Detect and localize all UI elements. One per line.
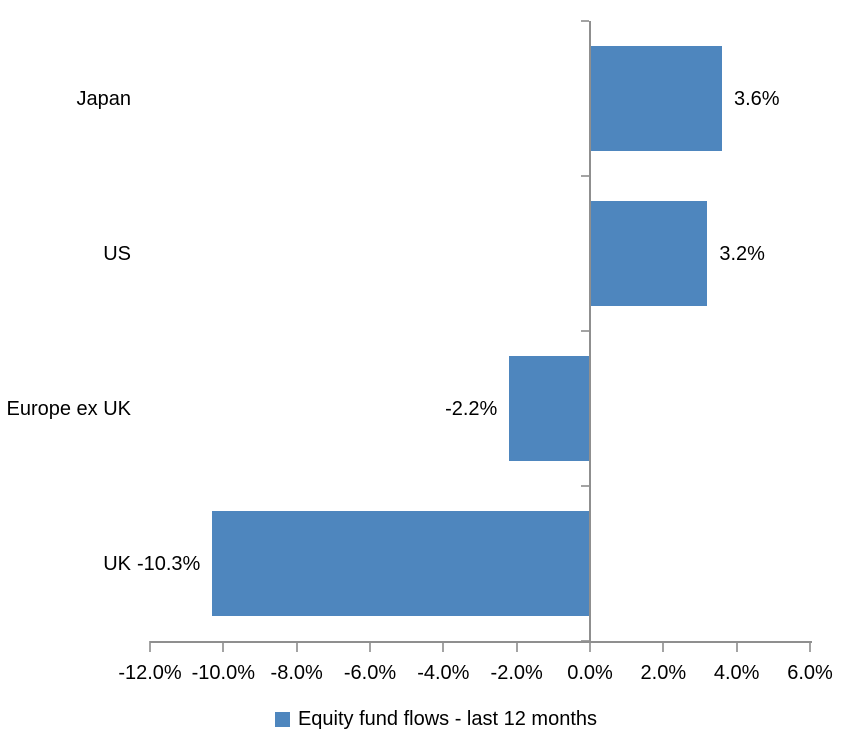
x-axis-tick-label: 2.0% [640,662,687,684]
category-label-japan: Japan [76,87,132,110]
category-label-uk: UK [103,552,131,575]
x-axis-tick-label: 0.0% [567,662,613,684]
bar-europe-ex-uk [509,356,590,461]
x-axis-tick-label: -10.0% [191,662,256,684]
value-label-japan: 3.6% [734,87,780,110]
bar-uk [212,511,590,616]
category-label-europe-ex-uk: Europe ex UK [6,397,131,420]
x-axis-tick [662,641,665,652]
x-axis-tick [442,641,445,652]
category-axis-tick [581,485,589,487]
x-axis-tick [735,641,738,652]
x-axis-tick [809,641,811,652]
x-axis-tick [222,641,225,652]
x-axis-tick [515,641,518,652]
category-axis-tick [581,330,589,332]
category-axis-tick [581,20,589,22]
value-label-us: 3.2% [719,242,765,265]
x-axis-tick [295,641,298,652]
x-axis-tick-label: 4.0% [713,662,760,684]
category-label-us: US [103,242,131,265]
bar-japan [590,46,722,151]
value-label-europe-ex-uk: -2.2% [445,397,498,420]
legend-series-label: Equity fund flows - last 12 months [297,708,598,730]
value-label-uk: -10.3% [136,552,201,575]
bar-us [590,201,708,306]
category-axis-line [150,641,812,643]
legend-color-swatch [274,711,290,727]
x-axis-tick [149,641,151,652]
x-axis-tick-label: -6.0% [343,662,397,684]
x-axis-tick-label: -4.0% [417,662,470,684]
x-axis-tick-label: 6.0% [787,662,833,684]
x-axis-tick [369,641,371,652]
value-axis-line [589,21,591,643]
x-axis-tick [589,641,591,652]
chart-legend: Equity fund flows - last 12 months [10,708,852,730]
x-axis-tick-label: -8.0% [270,662,323,684]
x-axis-tick-label: -2.0% [490,662,543,684]
x-axis-tick-label: -12.0% [118,662,182,684]
category-axis-tick [581,175,589,177]
